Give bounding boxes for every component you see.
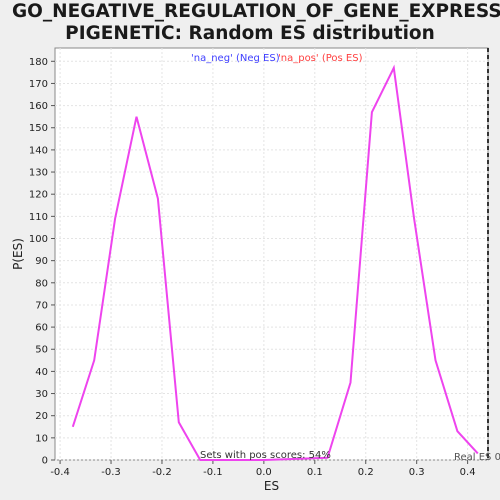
- grid: [55, 48, 488, 461]
- x-tick-label: -0.3: [101, 467, 121, 478]
- x-tick-label: 0.0: [256, 467, 272, 478]
- y-tick-label: 120: [29, 190, 48, 201]
- y-tick-label: 80: [35, 278, 48, 289]
- y-axis: 0 10 20 30 40 50 60 70 80 90 100 110 120 130 140 150 160…: [29, 57, 55, 467]
- y-tick-label: 50: [35, 345, 48, 356]
- x-tick-label: 0.3: [409, 467, 425, 478]
- y-tick-label: 90: [35, 256, 48, 267]
- y-tick-label: 60: [35, 323, 48, 334]
- y-tick-label: 10: [35, 433, 48, 444]
- x-tick-label: 0.4: [460, 467, 476, 478]
- y-tick-label: 170: [29, 79, 48, 90]
- x-tick-label: -0.1: [203, 467, 223, 478]
- x-tick-label: 0.2: [358, 467, 374, 478]
- x-tick-label: 0.1: [307, 467, 323, 478]
- chart-title-line-2: PIGENETIC: Random ES distribution: [65, 23, 435, 44]
- legend-neg: 'na_neg' (Neg ES): [191, 53, 280, 64]
- y-tick-label: 130: [29, 168, 48, 179]
- y-tick-label: 20: [35, 411, 48, 422]
- y-tick-label: 0: [42, 456, 48, 467]
- y-tick-label: 70: [35, 300, 48, 311]
- y-tick-label: 140: [29, 145, 48, 156]
- y-tick-label: 160: [29, 101, 48, 112]
- legend-pos: 'na_pos' (Pos ES): [278, 53, 363, 64]
- es-distribution-line: [71, 64, 479, 461]
- x-axis: -0.4 -0.3 -0.2 -0.1 0.0 0.1 0.2 0.3 0.4: [50, 460, 476, 478]
- y-tick-label: 100: [29, 234, 48, 245]
- x-axis-label: ES: [264, 479, 279, 493]
- y-tick-label: 180: [29, 57, 48, 68]
- y-tick-label: 40: [35, 367, 48, 378]
- y-tick-label: 30: [35, 389, 48, 400]
- plot-area: [54, 47, 489, 461]
- real-es-label: Real ES 0: [454, 452, 500, 463]
- y-tick-label: 110: [29, 212, 48, 223]
- pos-scores-annotation: Sets with pos scores: 54%: [200, 450, 331, 461]
- x-tick-label: -0.4: [50, 467, 70, 478]
- y-axis-label: P(ES): [11, 238, 25, 270]
- x-tick-label: -0.2: [152, 467, 172, 478]
- chart-title-line-1: GO_NEGATIVE_REGULATION_OF_GENE_EXPRESSIO…: [12, 1, 500, 22]
- y-tick-label: 150: [29, 123, 48, 134]
